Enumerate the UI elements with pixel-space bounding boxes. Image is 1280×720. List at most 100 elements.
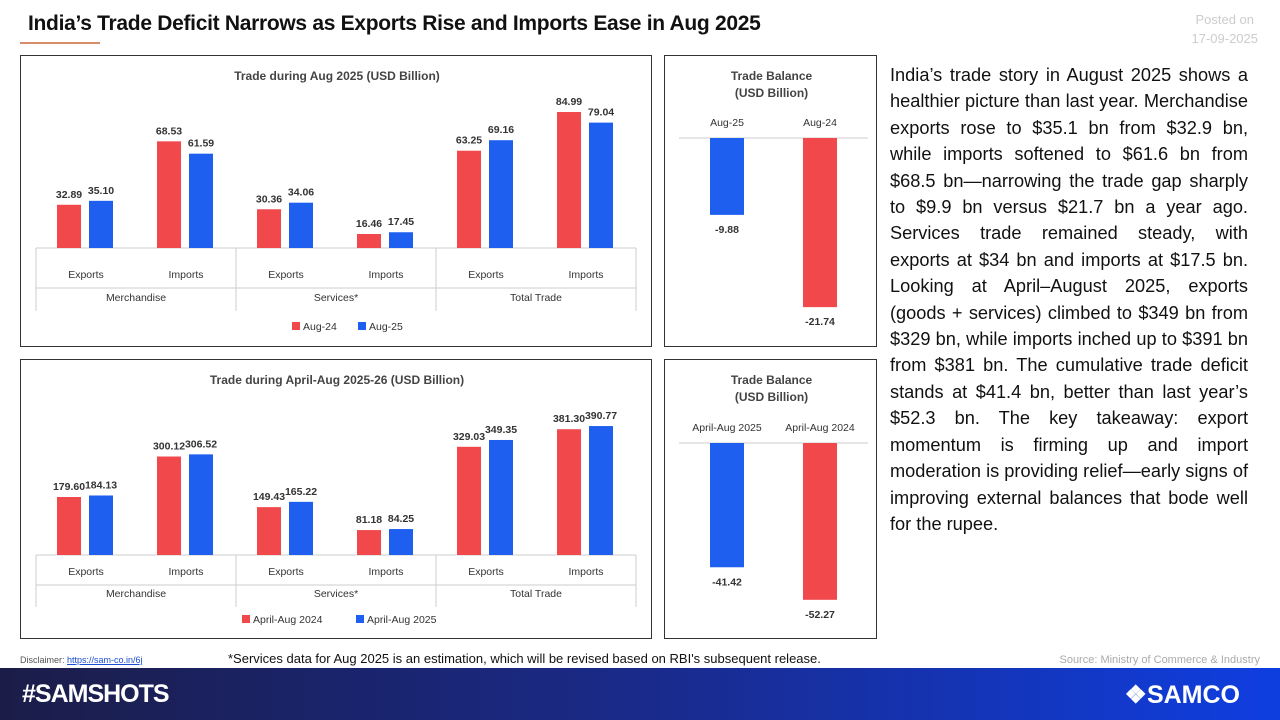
bar-blue [189,454,213,555]
chart-title: Trade during Aug 2025 (USD Billion) [234,69,440,83]
bar-blue [389,529,413,555]
bar-blue [710,138,744,215]
data-label: 69.16 [488,124,514,136]
data-label: 81.18 [356,514,382,526]
bar-blue [89,495,113,555]
legend-label: April-Aug 2025 [367,614,437,626]
chart-trade-balance-april-aug: Trade Balance (USD Billion) April-Aug 2025… [664,359,877,639]
group-label: Merchandise [106,292,166,304]
bar-blue [289,202,313,248]
legend-swatch [292,322,300,330]
bar-blue [489,439,513,555]
data-label: 16.46 [356,218,382,230]
chart-trade-april-aug: Trade during April-Aug 2025-26 (USD Bill… [20,359,652,639]
group-label: Merchandise [106,588,166,600]
data-label: 381.30 [553,413,585,425]
bar-blue [589,122,613,248]
category-label: Imports [568,269,603,281]
legend-label: April-Aug 2024 [253,614,323,626]
bar-blue [589,426,613,555]
bar-red [157,141,181,248]
bar-red [803,443,837,600]
hashtag: #SAMSHOTS [22,680,170,708]
chart-title: (USD Billion) [735,390,808,404]
data-label: 17.45 [388,216,414,228]
posted-date: Posted on 17-09-2025 [1192,10,1259,48]
data-label: 300.12 [153,441,185,453]
data-label: 30.36 [256,193,282,205]
data-label: 79.04 [588,107,614,119]
category-label: Imports [368,269,403,281]
bar-blue [89,200,113,248]
bar-red [803,138,837,308]
bar-red [57,497,81,555]
bar-red [357,234,381,248]
legend-swatch [242,615,250,623]
data-label: 149.43 [253,491,285,503]
category-label: Imports [368,566,403,578]
data-label: -21.74 [805,316,835,328]
disclaimer: Disclaimer: https://sam-co.in/6j [20,655,143,665]
legend-label: Aug-24 [303,321,337,333]
bar-blue [189,153,213,248]
chart-title: Trade Balance [731,69,813,83]
category-label: Imports [168,566,203,578]
bar-blue [289,501,313,555]
category-label: Aug-24 [803,117,837,129]
legend-label: Aug-25 [369,321,403,333]
category-label: Aug-25 [710,117,744,129]
page-title: India’s Trade Deficit Narrows as Exports… [28,12,761,35]
data-label: 68.53 [156,125,182,137]
category-label: Exports [468,269,504,281]
data-label: 32.89 [56,189,82,201]
commentary-text: India’s trade story in August 2025 shows… [890,65,1248,534]
chart-canvas: Trade during Aug 2025 (USD Billion) Expor… [35,69,637,333]
data-label: 61.59 [188,138,214,150]
chart-title: (USD Billion) [735,86,808,100]
category-label: Exports [268,269,304,281]
data-label: 165.22 [285,486,317,498]
category-label: April-Aug 2025 [692,422,762,434]
bar-red [457,150,481,248]
data-label: -41.42 [712,576,742,588]
data-label: 84.25 [388,513,414,525]
source-text: Source: Ministry of Commerce & Industry [1059,654,1260,666]
data-label: 179.60 [53,481,85,493]
category-label: Exports [68,566,104,578]
data-label: -52.27 [805,609,835,621]
samco-logo: ❖SAMCO [1124,681,1240,709]
group-label: Total Trade [510,292,562,304]
bar-red [557,112,581,248]
bar-blue [710,443,744,568]
group-label: Total Trade [510,588,562,600]
bar-blue [389,232,413,248]
data-label: -9.88 [715,224,739,236]
category-label: Exports [68,269,104,281]
data-label: 63.25 [456,135,482,147]
bar-red [257,507,281,555]
chart-canvas: Trade Balance (USD Billion) April-Aug 2025… [679,373,868,621]
bar-red [457,446,481,555]
chart-trade-balance-aug: Trade Balance (USD Billion) Aug-25 -9.88 Aug… [664,55,877,347]
bar-red [57,204,81,248]
posted-date-value: 17-09-2025 [1191,31,1259,46]
chart-title: Trade during April-Aug 2025-26 (USD Bill… [210,373,464,387]
title-underline [20,42,100,44]
bar-red [257,209,281,248]
data-label: 34.06 [288,187,314,199]
disclaimer-label: Disclaimer: [20,655,65,665]
bar-red [357,530,381,555]
category-label: Exports [268,566,304,578]
data-label: 329.03 [453,431,485,443]
data-label: 306.52 [185,438,217,450]
data-label: 184.13 [85,479,117,491]
data-label: 35.10 [88,185,114,197]
data-label: 84.99 [556,96,582,108]
category-label: April-Aug 2024 [785,422,855,434]
disclaimer-link[interactable]: https://sam-co.in/6j [67,655,143,665]
group-label: Services* [314,292,358,304]
footer-banner: #SAMSHOTS ❖SAMCO [0,668,1280,720]
bar-red [557,429,581,555]
group-label: Services* [314,588,358,600]
bar-red [157,456,181,555]
